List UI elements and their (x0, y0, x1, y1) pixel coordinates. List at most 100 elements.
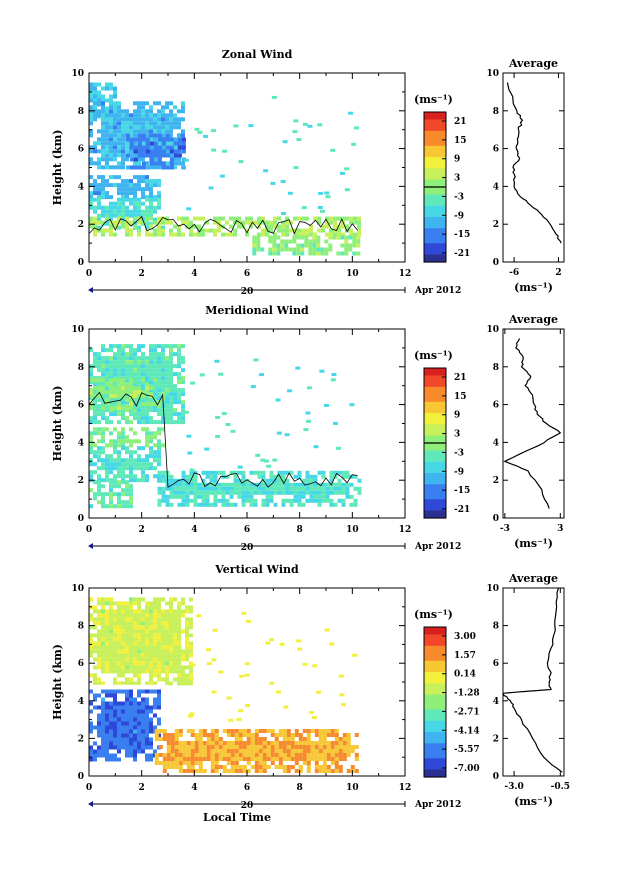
colorbar-swatch (424, 458, 446, 463)
heatmap-cell (161, 376, 165, 381)
heatmap-cell (125, 504, 129, 509)
heatmap-cell (133, 197, 137, 202)
heatmap-cell (121, 641, 125, 646)
heatmap-cell (125, 125, 129, 130)
heatmap-cell (97, 220, 101, 225)
heatmap-cell (149, 609, 153, 614)
heatmap-cell (350, 765, 355, 769)
heatmap-cell (137, 101, 141, 106)
heatmap-cell (181, 482, 186, 487)
heatmap-cell (129, 721, 133, 726)
heatmap-cell (157, 404, 161, 409)
heatmap-cell (133, 195, 137, 200)
heatmap-cell (101, 458, 105, 463)
heatmap-cell (254, 729, 259, 733)
heatmap-cell (268, 235, 273, 240)
heatmap-cell (161, 133, 166, 138)
colorbar-swatch (424, 228, 446, 233)
heatmap-cell (97, 597, 101, 602)
heatmap-cell (133, 209, 137, 214)
colorbar-swatch (424, 769, 446, 774)
heatmap-cell (173, 625, 177, 630)
heatmap-cell (117, 113, 121, 118)
heatmap-cell (89, 633, 93, 638)
heatmap-cell (117, 175, 121, 180)
colorbar-swatch (424, 157, 446, 162)
heatmap-cell (117, 348, 121, 353)
heatmap-cell (181, 470, 186, 475)
heatmap-cell (125, 187, 129, 192)
heatmap-cell (121, 191, 125, 196)
heatmap-cell (109, 470, 113, 475)
heatmap-cell (238, 709, 244, 713)
heatmap-cell (137, 344, 141, 349)
heatmap-cell (181, 141, 186, 146)
heatmap-cell (117, 729, 121, 734)
heatmap-cell (145, 195, 149, 200)
heatmap-cell (265, 228, 269, 233)
heatmap-cell (302, 122, 308, 126)
heatmap-cell (129, 183, 133, 188)
heatmap-cell (157, 356, 161, 361)
heatmap-cell (198, 769, 203, 773)
heatmap-cell (169, 629, 173, 634)
heatmap-cell (149, 435, 153, 440)
heatmap-cell (125, 232, 129, 237)
heatmap-cell (141, 446, 145, 451)
heatmap-cell (121, 427, 125, 432)
heatmap-cell (101, 344, 105, 349)
heatmap-cell (97, 356, 101, 361)
heatmap-cell (286, 753, 291, 757)
heatmap-cell (233, 470, 238, 475)
heatmap-cell (113, 360, 117, 365)
heatmap-cell (133, 224, 137, 229)
heatmap-cell (173, 649, 177, 654)
heatmap-cell (125, 693, 129, 698)
heatmap-cell (173, 490, 178, 495)
heatmap-cell (121, 431, 125, 436)
heatmap-cell (141, 402, 145, 407)
heatmap-cell (137, 201, 141, 206)
heatmap-cell (206, 745, 211, 749)
y-axis-label: Height (km) (51, 644, 64, 720)
colorbar-swatch (424, 627, 446, 632)
heatmap-cell (121, 613, 125, 618)
heatmap-cell (173, 408, 177, 413)
heatmap-cell (105, 649, 109, 654)
heatmap-cell (270, 733, 275, 737)
heatmap-cell (157, 498, 162, 503)
heatmap-cell (105, 689, 109, 694)
heatmap-cell (101, 496, 105, 501)
heatmap-cell (185, 657, 189, 662)
heatmap-cell (109, 641, 113, 646)
heatmap-cell (178, 729, 183, 733)
heatmap-cell (125, 157, 129, 162)
heatmap-cell (177, 149, 181, 154)
heatmap-cell (105, 641, 109, 646)
heatmap-cell (193, 502, 198, 507)
heatmap-cell (169, 153, 174, 158)
heatmap-cell (145, 617, 149, 622)
heatmap-cell (145, 605, 149, 610)
heatmap-cell (188, 676, 194, 680)
heatmap-cell (113, 689, 117, 694)
colorbar-swatch (424, 694, 446, 699)
heatmap-cell (137, 197, 141, 202)
heatmap-cell (153, 705, 157, 710)
heatmap-cell (201, 216, 205, 221)
heatmap-cell (145, 386, 149, 391)
heatmap-cell (125, 205, 129, 210)
heatmap-cell (109, 394, 113, 399)
heatmap-cell (333, 228, 337, 233)
heatmap-cell (193, 498, 198, 503)
heatmap-cell (113, 137, 117, 142)
heatmap-cell (101, 637, 105, 642)
heatmap-cell (97, 427, 101, 432)
heatmap-cell (145, 458, 149, 463)
heatmap-cell (249, 502, 254, 507)
heatmap-cell (145, 141, 150, 146)
heatmap-cell (325, 232, 329, 237)
heatmap-cell (141, 378, 145, 383)
heatmap-cell (177, 133, 181, 138)
heatmap-cell (105, 129, 109, 134)
